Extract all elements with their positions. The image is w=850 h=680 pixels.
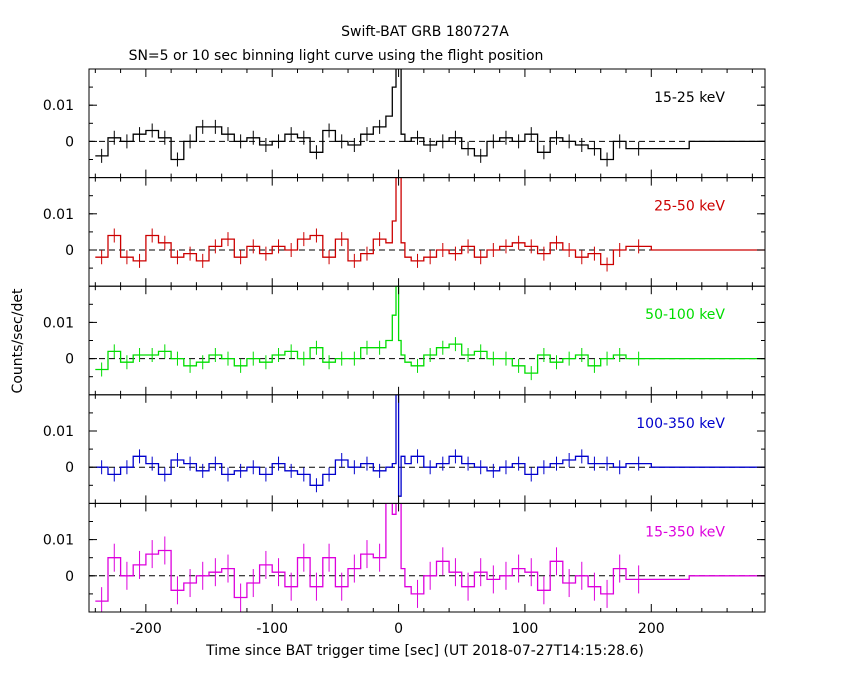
panel-frame (88, 285, 766, 396)
band-label: 15-25 keV (654, 90, 725, 106)
y-axis-label: Counts/sec/det (10, 288, 26, 393)
series-line (95, 394, 765, 497)
panel-frame (88, 68, 766, 179)
band-label: 100-350 keV (636, 416, 725, 432)
y-tick-label: 0 (65, 352, 74, 368)
y-tick-label: 0 (65, 569, 74, 585)
y-tick-label: 0.01 (43, 98, 74, 114)
x-tick-label: 200 (638, 621, 665, 637)
series-line (95, 177, 765, 266)
y-tick-label: 0 (65, 134, 74, 150)
series-line (95, 69, 765, 161)
band-label: 50-100 keV (645, 307, 725, 323)
panels-group: 0 0.01 15-25 keV 0 0.01 25-50 keV 0 0.01 50-100 … (43, 68, 766, 637)
x-tick-label: 0 (394, 621, 403, 637)
x-tick-label: 100 (512, 621, 539, 637)
band-label: 25-50 keV (654, 199, 725, 215)
x-tick-label: -100 (256, 621, 288, 637)
series-line (95, 286, 765, 374)
y-tick-label: 0.01 (43, 207, 74, 223)
x-tick-label: -200 (130, 621, 162, 637)
chart-subtitle: SN=5 or 10 sec binning light curve using… (129, 48, 544, 64)
chart-title: Swift-BAT GRB 180727A (341, 24, 509, 40)
y-tick-label: 0 (65, 243, 74, 259)
x-axis-label: Time since BAT trigger time [sec] (UT 20… (205, 643, 644, 659)
panel-4: 0 0.01 15-350 keV (43, 502, 766, 613)
panel-2: 0 0.01 50-100 keV (43, 285, 766, 396)
panel-frame (88, 177, 766, 287)
band-label: 15-350 keV (645, 524, 725, 540)
panel-frame (88, 394, 766, 504)
y-tick-label: 0.01 (43, 533, 74, 549)
y-tick-label: 0.01 (43, 424, 74, 440)
y-tick-label: 0.01 (43, 315, 74, 331)
series-line (95, 503, 765, 602)
panel-0: 0 0.01 15-25 keV (43, 68, 766, 179)
panel-1: 0 0.01 25-50 keV (43, 177, 766, 287)
y-tick-label: 0 (65, 460, 74, 476)
panel-3: 0 0.01 100-350 keV (43, 394, 766, 504)
